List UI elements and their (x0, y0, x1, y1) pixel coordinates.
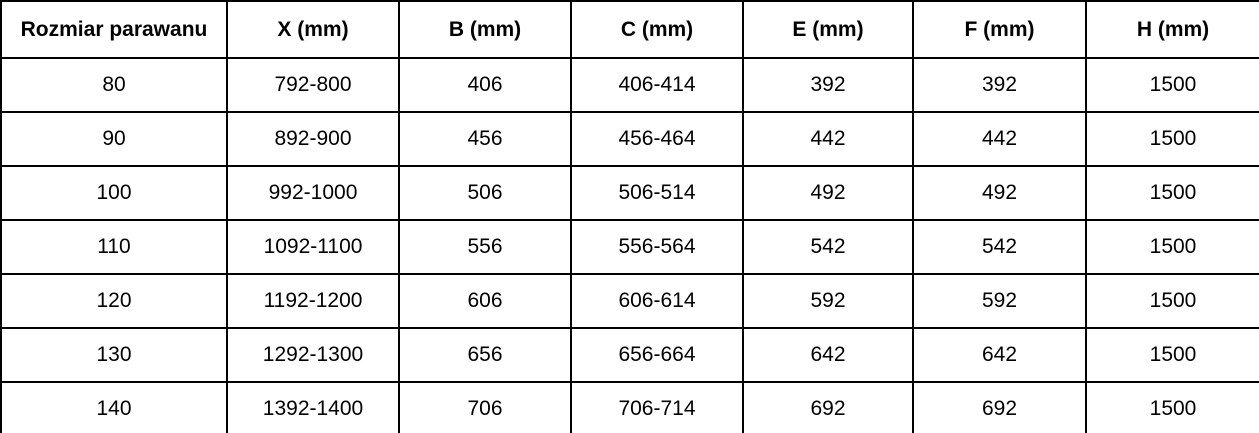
table-cell: 442 (742, 111, 914, 167)
table-cell: 642 (912, 327, 1087, 383)
table-cell: 456-464 (570, 111, 744, 167)
table-cell: 456 (398, 111, 572, 167)
table-cell: 442 (912, 111, 1087, 167)
table-cell: 992-1000 (226, 165, 400, 221)
table-cell: 1500 (1085, 165, 1259, 221)
table-cell: 406 (398, 57, 572, 113)
column-header-4: E (mm) (742, 0, 914, 59)
table-cell: 606 (398, 273, 572, 329)
table-cell: 130 (0, 327, 228, 383)
table-cell: 492 (912, 165, 1087, 221)
table-cell: 1500 (1085, 219, 1259, 275)
table-cell: 1392-1400 (226, 381, 400, 433)
table-cell: 406-414 (570, 57, 744, 113)
table-cell: 1500 (1085, 57, 1259, 113)
table-cell: 120 (0, 273, 228, 329)
table-cell: 556 (398, 219, 572, 275)
table-cell: 542 (912, 219, 1087, 275)
table-cell: 1192-1200 (226, 273, 400, 329)
table-cell: 606-614 (570, 273, 744, 329)
table-cell: 90 (0, 111, 228, 167)
table-cell: 1500 (1085, 381, 1259, 433)
table-cell: 492 (742, 165, 914, 221)
table-cell: 556-564 (570, 219, 744, 275)
table-row: 120 1192-1200 606 606-614 592 592 1500 (0, 273, 1259, 329)
column-header-0: Rozmiar parawanu (0, 0, 228, 59)
table-cell: 592 (742, 273, 914, 329)
column-header-3: C (mm) (570, 0, 744, 59)
table-cell: 110 (0, 219, 228, 275)
table-body: 80 792-800 406 406-414 392 392 1500 90 892-900 45… (0, 57, 1259, 433)
table-cell: 542 (742, 219, 914, 275)
table-cell: 692 (912, 381, 1087, 433)
column-header-6: H (mm) (1085, 0, 1259, 59)
table-cell: 506 (398, 165, 572, 221)
column-header-1: X (mm) (226, 0, 400, 59)
table-cell: 656 (398, 327, 572, 383)
table-cell: 100 (0, 165, 228, 221)
header-row: Rozmiar parawanu X (mm) B (mm) C (mm) E (mm)… (0, 0, 1259, 59)
table-row: 110 1092-1100 556 556-564 542 542 1500 (0, 219, 1259, 275)
table-cell: 892-900 (226, 111, 400, 167)
table-cell: 706-714 (570, 381, 744, 433)
table-cell: 1500 (1085, 273, 1259, 329)
table-row: 130 1292-1300 656 656-664 642 642 1500 (0, 327, 1259, 383)
table-cell: 80 (0, 57, 228, 113)
table-cell: 506-514 (570, 165, 744, 221)
table-cell: 1500 (1085, 111, 1259, 167)
table-cell: 392 (742, 57, 914, 113)
table-cell: 1500 (1085, 327, 1259, 383)
table-row: 100 992-1000 506 506-514 492 492 1500 (0, 165, 1259, 221)
table-cell: 592 (912, 273, 1087, 329)
table-cell: 1092-1100 (226, 219, 400, 275)
table-cell: 706 (398, 381, 572, 433)
table-cell: 642 (742, 327, 914, 383)
column-header-2: B (mm) (398, 0, 572, 59)
table-row: 140 1392-1400 706 706-714 692 692 1500 (0, 381, 1259, 433)
table-cell: 656-664 (570, 327, 744, 383)
column-header-5: F (mm) (912, 0, 1087, 59)
table-cell: 392 (912, 57, 1087, 113)
table-row: 90 892-900 456 456-464 442 442 1500 (0, 111, 1259, 167)
table-row: 80 792-800 406 406-414 392 392 1500 (0, 57, 1259, 113)
table-cell: 692 (742, 381, 914, 433)
table-cell: 1292-1300 (226, 327, 400, 383)
table-cell: 792-800 (226, 57, 400, 113)
table-cell: 140 (0, 381, 228, 433)
